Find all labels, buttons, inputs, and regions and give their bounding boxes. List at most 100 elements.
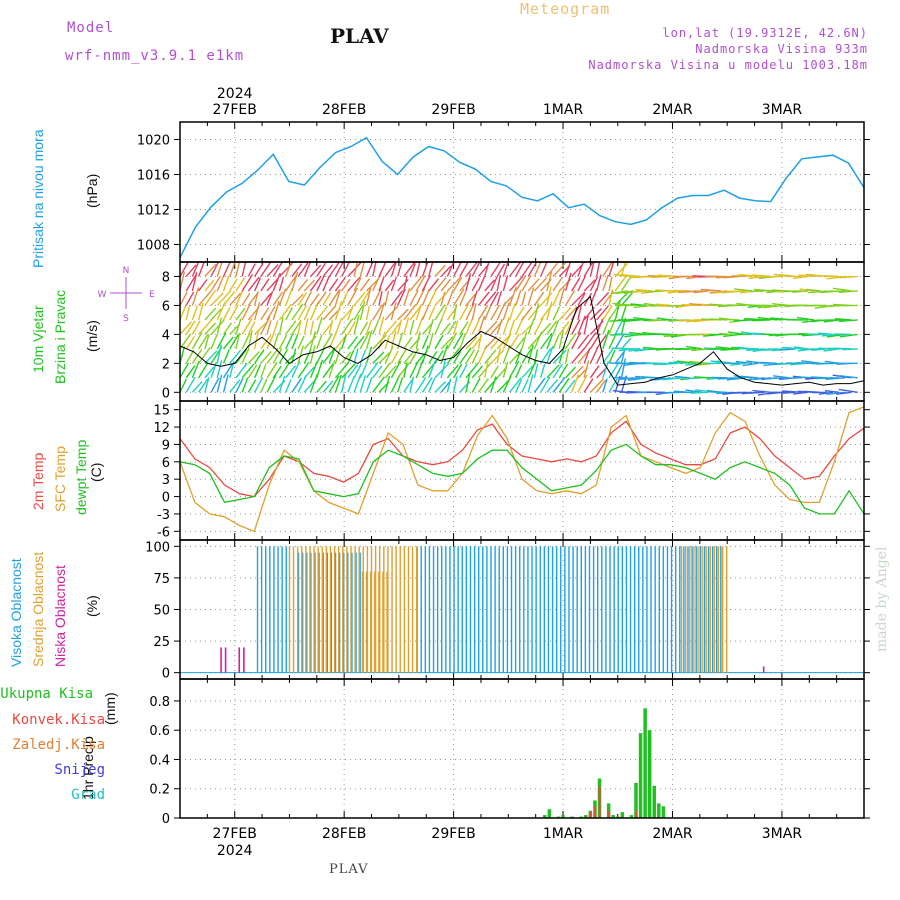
wind-arrow: [583, 262, 594, 277]
wind-arrow: [608, 319, 616, 335]
wind-arrow: [291, 271, 299, 292]
wind-arrow: [678, 319, 697, 322]
wind-arrow: [415, 377, 427, 393]
wind-arrow: [241, 363, 255, 379]
wind-arrow: [235, 377, 244, 393]
wind-arrow: [235, 307, 246, 321]
wind-arrow: [384, 375, 391, 393]
wind-arrow: [715, 346, 734, 350]
wind-arrow: [353, 335, 365, 350]
wind-arrow: [272, 332, 280, 350]
wind-arrow: [836, 391, 852, 395]
wind-arrow: [509, 276, 524, 292]
wind-arrow: [409, 376, 415, 393]
wind-arrow: [210, 275, 221, 292]
wind-arrow: [806, 288, 821, 292]
precip-bar: [607, 810, 610, 818]
wind-arrow: [552, 349, 567, 364]
y-tick-label: 9: [162, 438, 170, 453]
wind-arrow: [415, 316, 424, 335]
wind-arrow: [564, 290, 576, 306]
precip-bar: [652, 785, 656, 818]
y-tick-label: 1012: [137, 204, 170, 219]
wind-arrow: [396, 262, 403, 277]
wind-arrow: [571, 277, 581, 292]
wind-arrow: [490, 304, 500, 321]
wind-arrow: [477, 304, 489, 321]
wind-arrow: [782, 346, 802, 350]
wind-arrow: [334, 318, 343, 335]
wind-arrow: [589, 276, 599, 292]
wind-arrow: [533, 377, 546, 393]
wind-arrow: [589, 262, 595, 277]
wind-arrow: [709, 390, 728, 394]
wind-arrow: [204, 322, 217, 335]
wind-arrows: [180, 262, 858, 396]
wind-arrow: [673, 361, 690, 365]
wind-arrow: [477, 315, 486, 335]
wind-arrow: [428, 290, 437, 306]
wind-arrow: [372, 365, 383, 379]
wind-arrow: [693, 290, 709, 294]
wind-arrow: [403, 336, 413, 350]
wind-arrow: [446, 364, 459, 379]
wind-arrow: [583, 332, 597, 350]
year-label-top: 2024: [217, 86, 253, 102]
wind-arrow: [502, 262, 509, 277]
wind-arrow: [515, 379, 523, 393]
wind-arrow: [347, 304, 354, 321]
wind-arrow: [484, 320, 498, 335]
wind-arrow: [434, 277, 447, 292]
wind-arrow: [792, 290, 809, 294]
wind-arrow: [403, 275, 408, 292]
wind-arrow: [291, 320, 302, 335]
wind-arrow: [222, 363, 234, 379]
wind-arrow: [428, 306, 436, 321]
y-tick-label: 0.2: [149, 783, 170, 798]
wind-arrow: [484, 279, 495, 292]
wind-arrow: [742, 362, 759, 367]
wind-arrow: [428, 318, 434, 335]
wind-arrow: [546, 262, 558, 277]
wind-arrow: [372, 288, 382, 306]
chart-panels: 1008 1012 1016 1020 0 2 4 6 8 -6 -3 0 3 6 9 12 15 0 25 50 75…: [98, 86, 870, 859]
wind-arrow: [204, 263, 217, 277]
wind-arrow: [583, 378, 594, 393]
wind-arrow: [322, 292, 332, 306]
wind-arrow: [546, 345, 554, 364]
wind-arrow: [316, 316, 323, 335]
wind-arrow: [719, 332, 734, 336]
wind-arrow: [796, 316, 815, 321]
wind-arrow: [739, 273, 759, 278]
wind-arrow: [533, 277, 548, 292]
y-tick-label: 0: [162, 386, 170, 401]
wind-arrow: [684, 290, 703, 293]
wind-arrow: [446, 289, 454, 306]
wind-arrow: [564, 379, 576, 393]
wind-arrow: [521, 378, 529, 393]
wind-arrow: [690, 391, 709, 394]
wind-arrow: [484, 349, 497, 364]
bottom-station-label: PLAV: [329, 862, 369, 877]
wind-arrow: [334, 347, 342, 364]
precip-bar: [598, 785, 601, 818]
wind-arrow: [797, 376, 815, 379]
wind-arrow: [577, 275, 587, 292]
wind-arrow: [840, 275, 858, 279]
wind-arrow: [521, 331, 528, 350]
wind-arrow: [390, 290, 404, 306]
date-label-bottom: 1MAR: [543, 826, 584, 842]
wind-arrow: [254, 377, 264, 393]
wind-arrow: [446, 347, 461, 364]
precip-bar: [611, 815, 615, 818]
wind-arrow: [763, 318, 784, 321]
wind-arrow: [204, 307, 217, 321]
wind-arrow: [571, 365, 584, 379]
legend-zaledj-kisa: Zaledj.Kisa: [12, 737, 105, 753]
wind-arrow: [191, 360, 200, 379]
wind-arrow: [303, 291, 312, 306]
wind-arrow: [359, 375, 366, 393]
wind-arrow: [540, 322, 552, 335]
wind-arrow: [185, 349, 195, 364]
wind-arrow: [372, 304, 384, 321]
